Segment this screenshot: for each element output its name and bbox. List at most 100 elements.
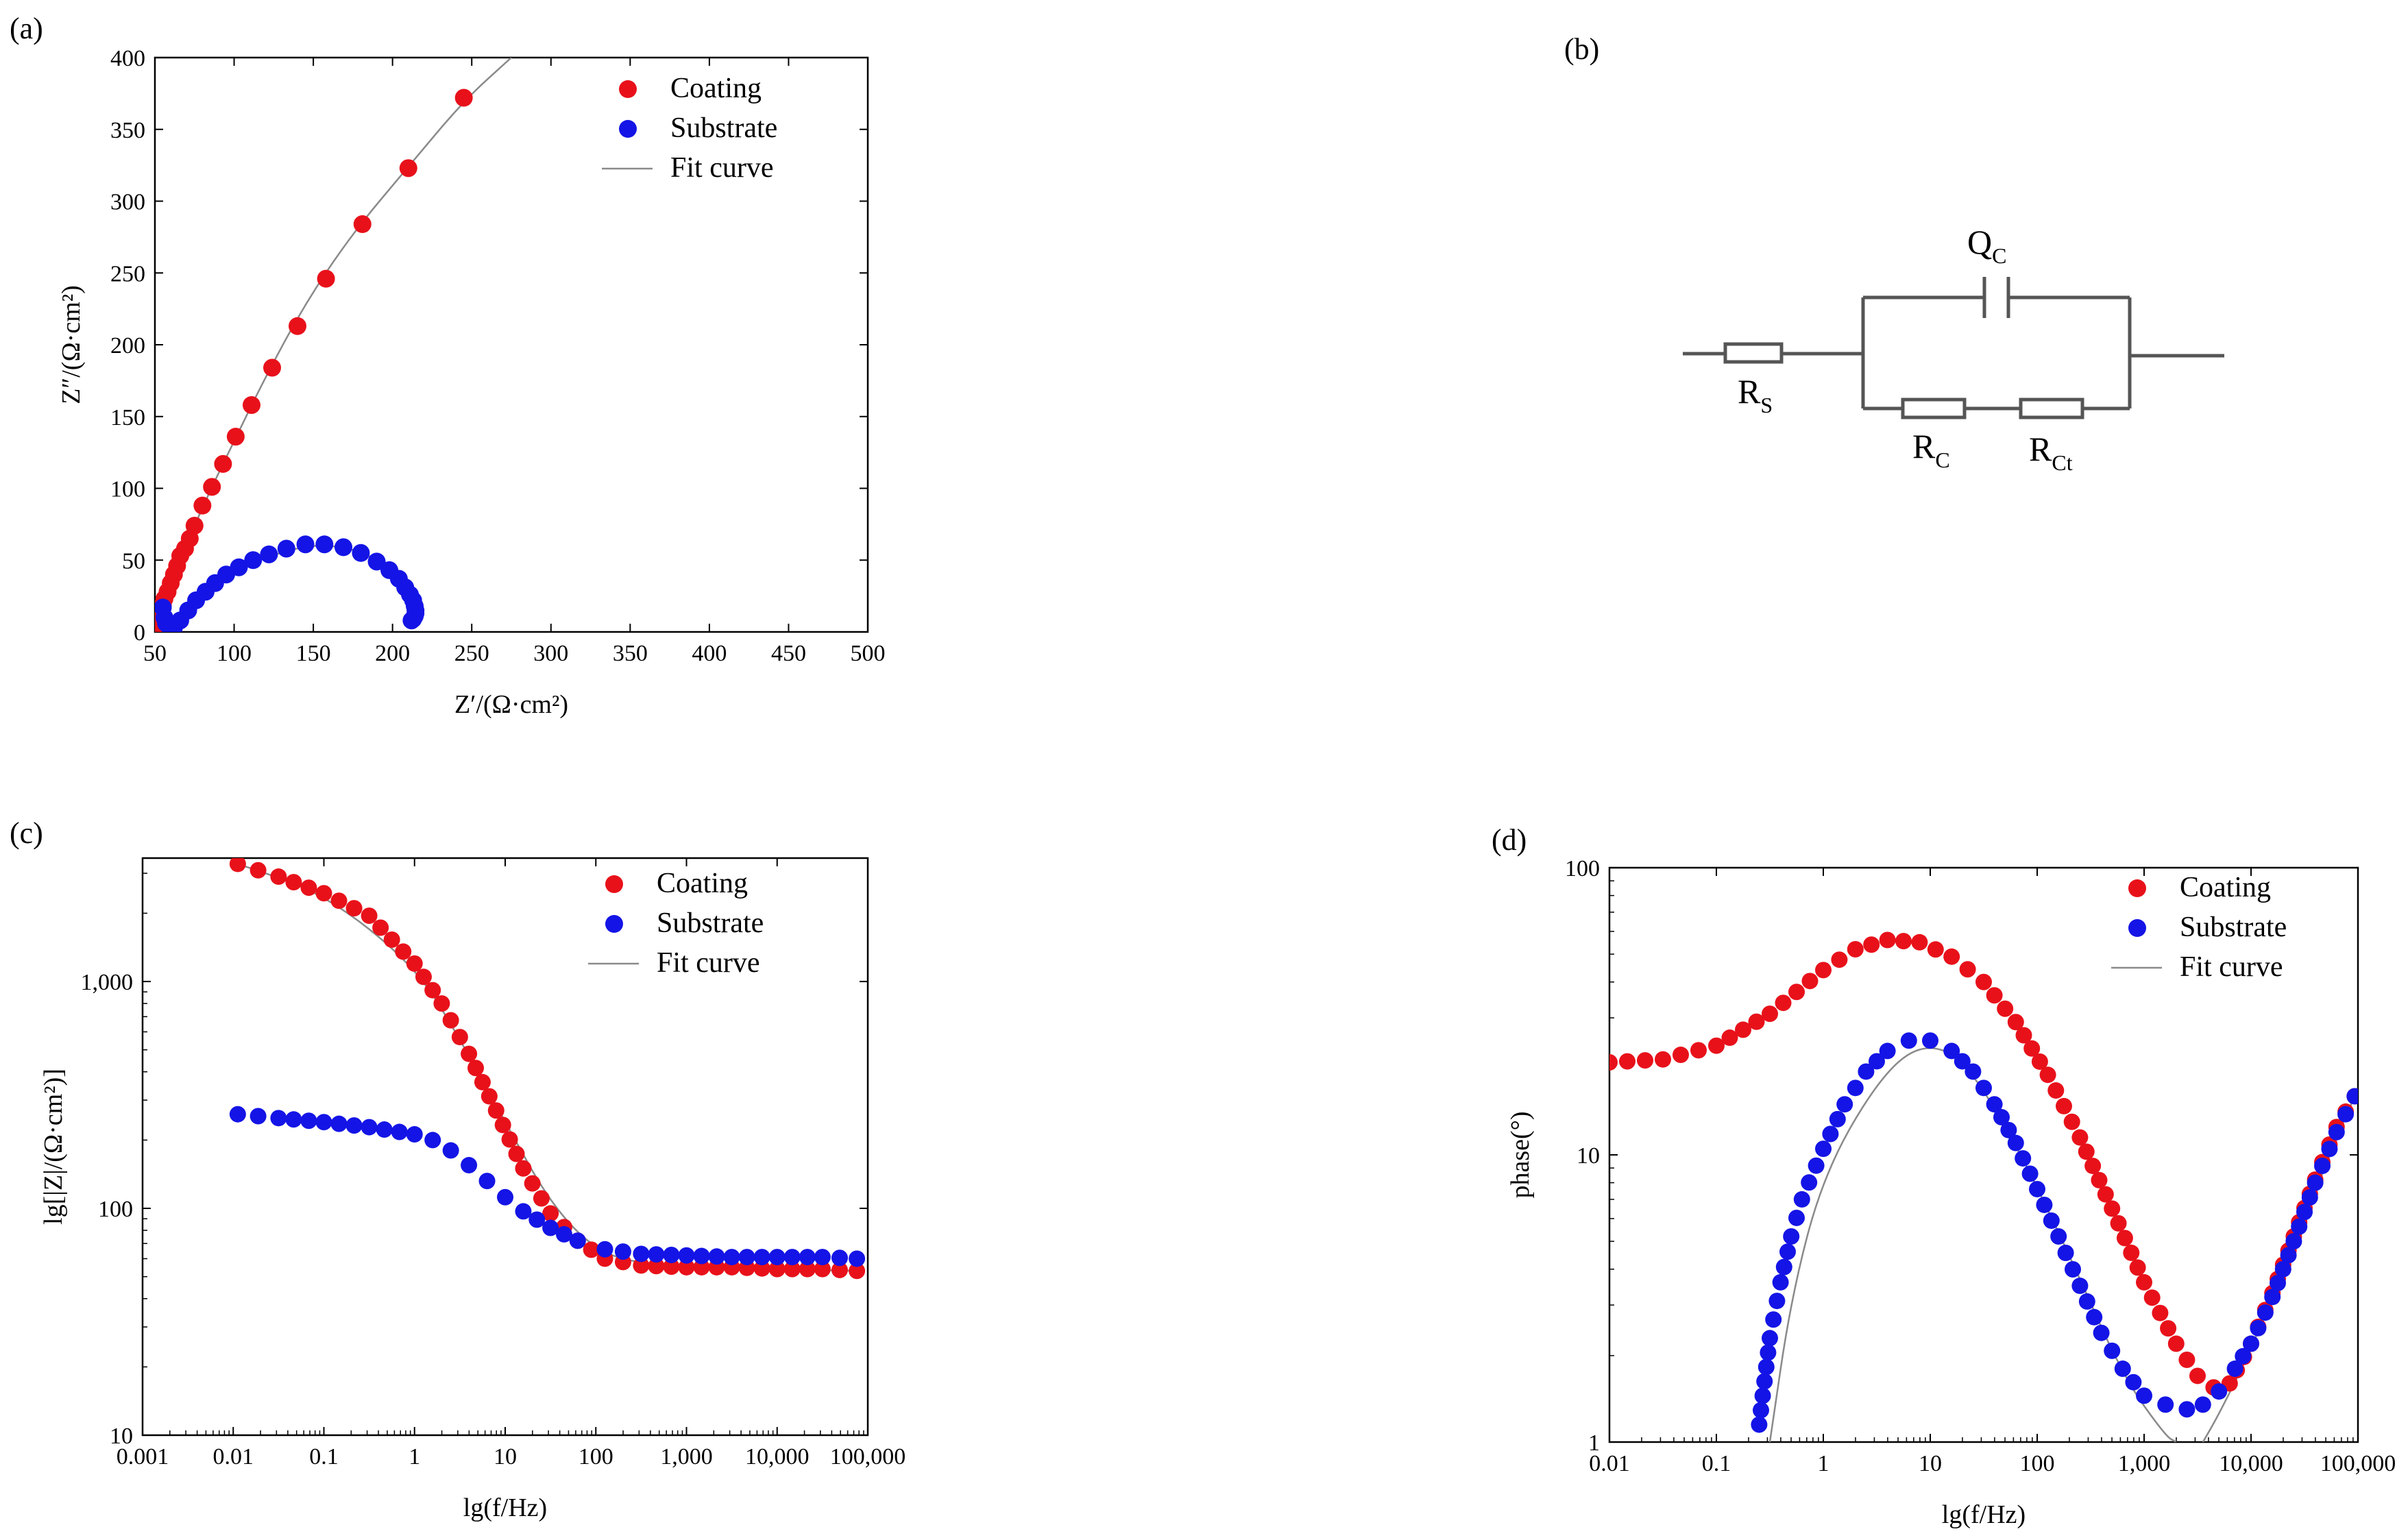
y-tick-label: 50 [122, 548, 145, 574]
coating-data-point [395, 943, 412, 960]
coating-data-point [2015, 1027, 2032, 1044]
panel-c-label: (c) [10, 816, 43, 850]
substrate-data-point [678, 1247, 695, 1264]
coating-data-point [663, 1258, 680, 1275]
substrate-data-point [1836, 1096, 1853, 1113]
coating-data-point [693, 1258, 710, 1275]
substrate-data-point [1783, 1228, 1800, 1245]
coating-data-point [2047, 1082, 2065, 1099]
coating-data-point [508, 1145, 525, 1162]
coating-data-point [399, 159, 417, 178]
substrate-data-point [831, 1249, 849, 1267]
substrate-data-point [799, 1249, 816, 1266]
substrate-data-point [335, 538, 353, 557]
coating-data-point [2078, 1143, 2095, 1160]
coating-data-point [442, 1012, 459, 1029]
substrate-data-point [315, 1114, 332, 1131]
y-tick-label: 0 [134, 620, 145, 646]
substrate-data-point [2036, 1196, 2053, 1213]
coating-data-point [2152, 1304, 2169, 1321]
substrate-data-point [2264, 1289, 2281, 1306]
substrate-data-point [738, 1249, 755, 1266]
coating-data-point [2007, 1014, 2024, 1031]
substrate-data-point [2314, 1158, 2331, 1175]
x-tick-label: 0.1 [309, 1444, 339, 1469]
substrate-data-point [1829, 1110, 1846, 1127]
substrate-data-point [229, 1106, 246, 1123]
substrate-data-point [2065, 1261, 2081, 1278]
substrate-data-point [442, 1142, 459, 1159]
coating-data-point [250, 862, 267, 879]
coating-data-point [1911, 933, 1928, 951]
substrate-data-point [1793, 1191, 1810, 1208]
coating-data-point [315, 885, 332, 902]
label-rct: RCt [2029, 430, 2073, 475]
x-tick-label: 150 [296, 641, 331, 666]
substrate-data-point [1760, 1344, 1777, 1361]
x-tick-label: 100,000 [2320, 1451, 2396, 1476]
x-axis-label: lg(f/Hz) [463, 1493, 547, 1522]
x-tick-label: 0.01 [213, 1444, 254, 1469]
substrate-data-point [783, 1249, 801, 1266]
coating-data-point [345, 900, 363, 917]
substrate-data-point [461, 1157, 478, 1174]
substrate-data-point [2307, 1174, 2324, 1191]
legend-substrate-label: Substrate [2180, 912, 2287, 943]
panel-a-label: (a) [10, 12, 43, 45]
equivalent-circuit [1683, 277, 2224, 419]
substrate-data-point [2346, 1088, 2358, 1105]
substrate-data-point [285, 1111, 302, 1128]
resistor-rct [2019, 398, 2084, 419]
panel-b-label: (b) [1564, 32, 1599, 66]
substrate-data-point [1975, 1079, 1992, 1097]
substrate-data-point [849, 1250, 866, 1267]
substrate-data-point [633, 1245, 650, 1262]
coating-data-point [406, 955, 423, 972]
substrate-data-point [2285, 1233, 2302, 1250]
substrate-data-point [2328, 1123, 2345, 1140]
coating-data-point [242, 395, 260, 414]
legend-coating-label: Coating [670, 73, 762, 104]
substrate-data-point [391, 1123, 408, 1140]
substrate-data-point [614, 1243, 631, 1260]
x-tick-label: 100 [2020, 1451, 2055, 1476]
coating-data-point [229, 858, 246, 872]
x-tick-label: 0.1 [1702, 1451, 1731, 1476]
x-tick-label: 450 [771, 641, 806, 666]
substrate-data-point [2104, 1342, 2121, 1359]
x-tick-label: 350 [613, 641, 648, 666]
coating-data-point [263, 358, 282, 377]
label-rs: RS [1738, 372, 1773, 417]
substrate-data-point [2301, 1188, 2318, 1206]
coating-data-point [1673, 1047, 1689, 1064]
substrate-data-point [569, 1232, 586, 1249]
substrate-data-point [723, 1249, 740, 1266]
coating-data-point [1801, 973, 1819, 990]
coating-data-point [524, 1175, 541, 1192]
substrate-data-point [2270, 1275, 2286, 1292]
coating-data-point [330, 892, 348, 910]
coating-data-point [2056, 1097, 2072, 1114]
substrate-data-point [2050, 1228, 2067, 1245]
coating-data-point [300, 879, 317, 896]
substrate-data-point [1965, 1063, 1982, 1080]
coating-data-point [542, 1205, 559, 1222]
y-axis-label: phase(°) [1506, 1111, 1535, 1198]
substrate-data-point [542, 1219, 559, 1236]
coating-data-point [2167, 1335, 2185, 1352]
y-tick-label: 350 [110, 118, 145, 143]
x-tick-label: 10 [494, 1444, 517, 1469]
coating-data-point [1690, 1042, 1707, 1059]
x-tick-label: 250 [454, 641, 489, 666]
substrate-data-point [2250, 1319, 2267, 1336]
coating-data-point [1831, 951, 1848, 968]
substrate-data-point [2274, 1260, 2291, 1278]
legend-coating-label: Coating [2180, 872, 2271, 903]
coating-data-point [353, 215, 372, 234]
coating-data-point [799, 1260, 816, 1278]
substrate-data-point [330, 1115, 348, 1132]
chart-d-bode-phase: 0.01 0.1 1 10 100 1,000 10,000 100,000 1 10 100 lg(… [1506, 856, 2396, 1529]
coating-data-point [2071, 1129, 2089, 1146]
substrate-data-point [753, 1249, 770, 1266]
substrate-data-point [402, 611, 421, 630]
